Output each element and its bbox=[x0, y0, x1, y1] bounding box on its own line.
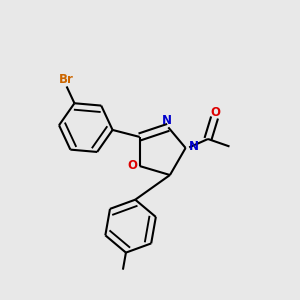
Text: N: N bbox=[162, 114, 172, 127]
Text: N: N bbox=[189, 140, 199, 153]
Text: O: O bbox=[127, 159, 137, 172]
Text: Br: Br bbox=[59, 74, 74, 86]
Text: O: O bbox=[210, 106, 220, 118]
